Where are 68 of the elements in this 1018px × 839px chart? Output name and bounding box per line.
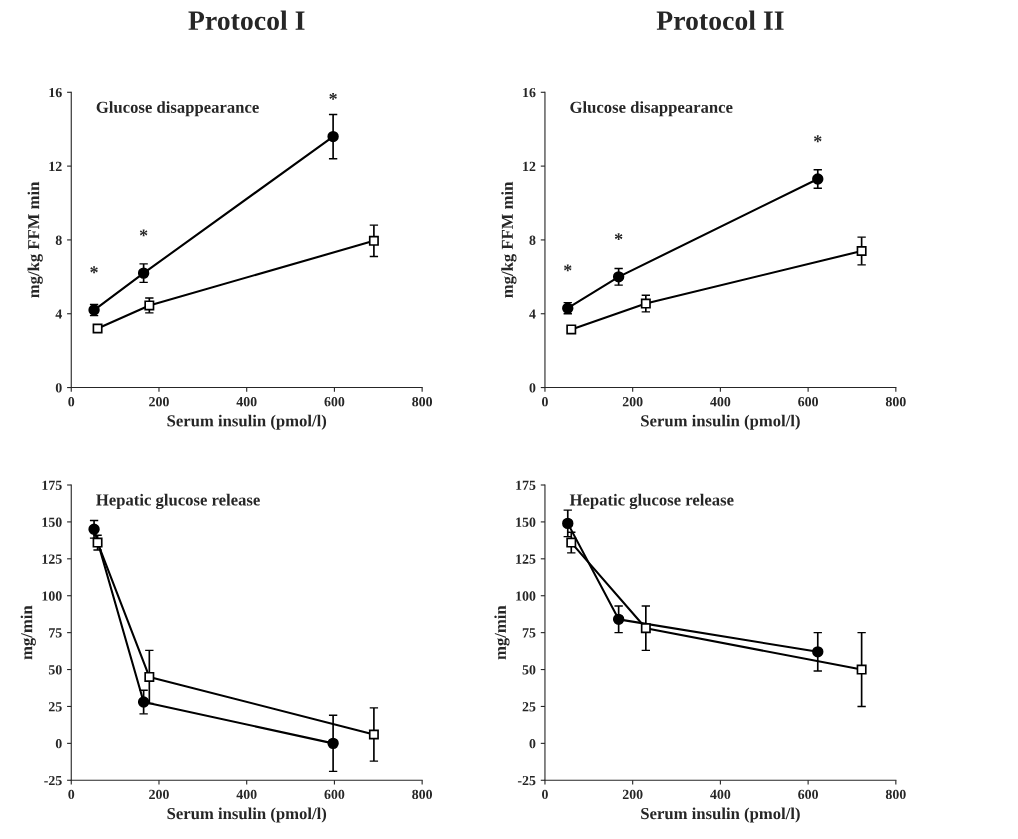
chart-title: Protocol I — [188, 10, 305, 31]
y-tick-label: 0 — [529, 383, 536, 393]
annotation: * — [814, 135, 822, 143]
y-tick-label: 50 — [48, 665, 62, 675]
x-tick-label: 400 — [710, 396, 731, 407]
y-axis-title: mg/kg FFM min — [501, 181, 517, 298]
y-tick-label: 12 — [49, 161, 62, 171]
chart-title: Protocol II — [656, 10, 784, 31]
y-tick-label: -25 — [517, 775, 536, 786]
y-tick-label: 125 — [42, 554, 62, 564]
x-tick-label: 600 — [324, 789, 345, 800]
annotation: * — [90, 266, 98, 274]
x-tick-label: 0 — [68, 789, 75, 800]
y-tick-label: 4 — [529, 309, 536, 319]
y-tick-label: 150 — [516, 517, 536, 527]
y-axis-title: mg/min — [494, 605, 510, 660]
y-tick-label: 8 — [529, 235, 536, 245]
x-tick-label: 800 — [885, 396, 906, 407]
x-tick-label: 400 — [236, 789, 257, 800]
y-tick-label: 100 — [516, 591, 536, 601]
x-tick-label: 0 — [542, 789, 548, 800]
x-tick-label: 0 — [542, 396, 548, 407]
y-tick-label: 0 — [55, 738, 62, 749]
annotation: Hepatic glucose release — [569, 493, 734, 510]
x-tick-label: 200 — [622, 396, 643, 407]
annotation: * — [139, 229, 148, 237]
x-tick-label: 800 — [412, 396, 433, 407]
y-tick-label: 25 — [48, 702, 62, 712]
x-tick-label: 200 — [149, 789, 169, 800]
x-tick-label: 600 — [324, 396, 345, 407]
x-tick-label: 400 — [236, 396, 257, 407]
y-tick-label: 0 — [529, 738, 536, 749]
x-tick-label: 200 — [622, 789, 643, 800]
annotation: Glucose disappearance — [570, 101, 733, 117]
x-axis-title: Serum insulin (pmol/l) — [167, 414, 327, 430]
annotation: * — [614, 233, 623, 240]
x-tick-label: 200 — [149, 396, 169, 407]
y-tick-label: 16 — [523, 87, 536, 98]
y-tick-label: 75 — [522, 628, 536, 638]
y-tick-label: 16 — [49, 87, 62, 98]
y-tick-label: -25 — [44, 775, 62, 786]
annotation: * — [329, 92, 337, 100]
y-tick-label: 75 — [49, 628, 62, 638]
x-tick-label: 800 — [885, 789, 906, 800]
x-axis-title: Serum insulin (pmol/l) — [641, 807, 800, 823]
y-tick-label: 175 — [516, 480, 536, 490]
y-tick-label: 8 — [55, 235, 62, 245]
y-tick-label: 0 — [55, 383, 62, 393]
y-tick-label: 50 — [522, 665, 536, 675]
y-axis-title: mg/kg FFM min — [27, 181, 43, 298]
annotation: * — [564, 264, 572, 272]
y-tick-label: 4 — [55, 309, 62, 319]
y-tick-label: 150 — [42, 517, 62, 527]
annotation: Glucose disappearance — [96, 101, 259, 117]
x-tick-label: 800 — [412, 789, 433, 800]
y-axis-title: mg/min — [20, 605, 36, 660]
x-axis-title: Serum insulin (pmol/l) — [167, 807, 327, 823]
y-tick-label: 100 — [42, 591, 62, 601]
y-tick-label: 125 — [516, 554, 536, 564]
y-tick-label: 25 — [522, 702, 536, 712]
x-tick-label: 600 — [798, 396, 819, 407]
x-tick-label: 0 — [68, 396, 75, 407]
x-axis-title: Serum insulin (pmol/l) — [641, 414, 800, 430]
x-tick-label: 600 — [798, 789, 819, 800]
y-tick-label: 12 — [523, 161, 536, 171]
annotation: Hepatic glucose release — [96, 493, 260, 510]
y-tick-label: 175 — [42, 480, 62, 490]
x-tick-label: 400 — [710, 789, 731, 800]
